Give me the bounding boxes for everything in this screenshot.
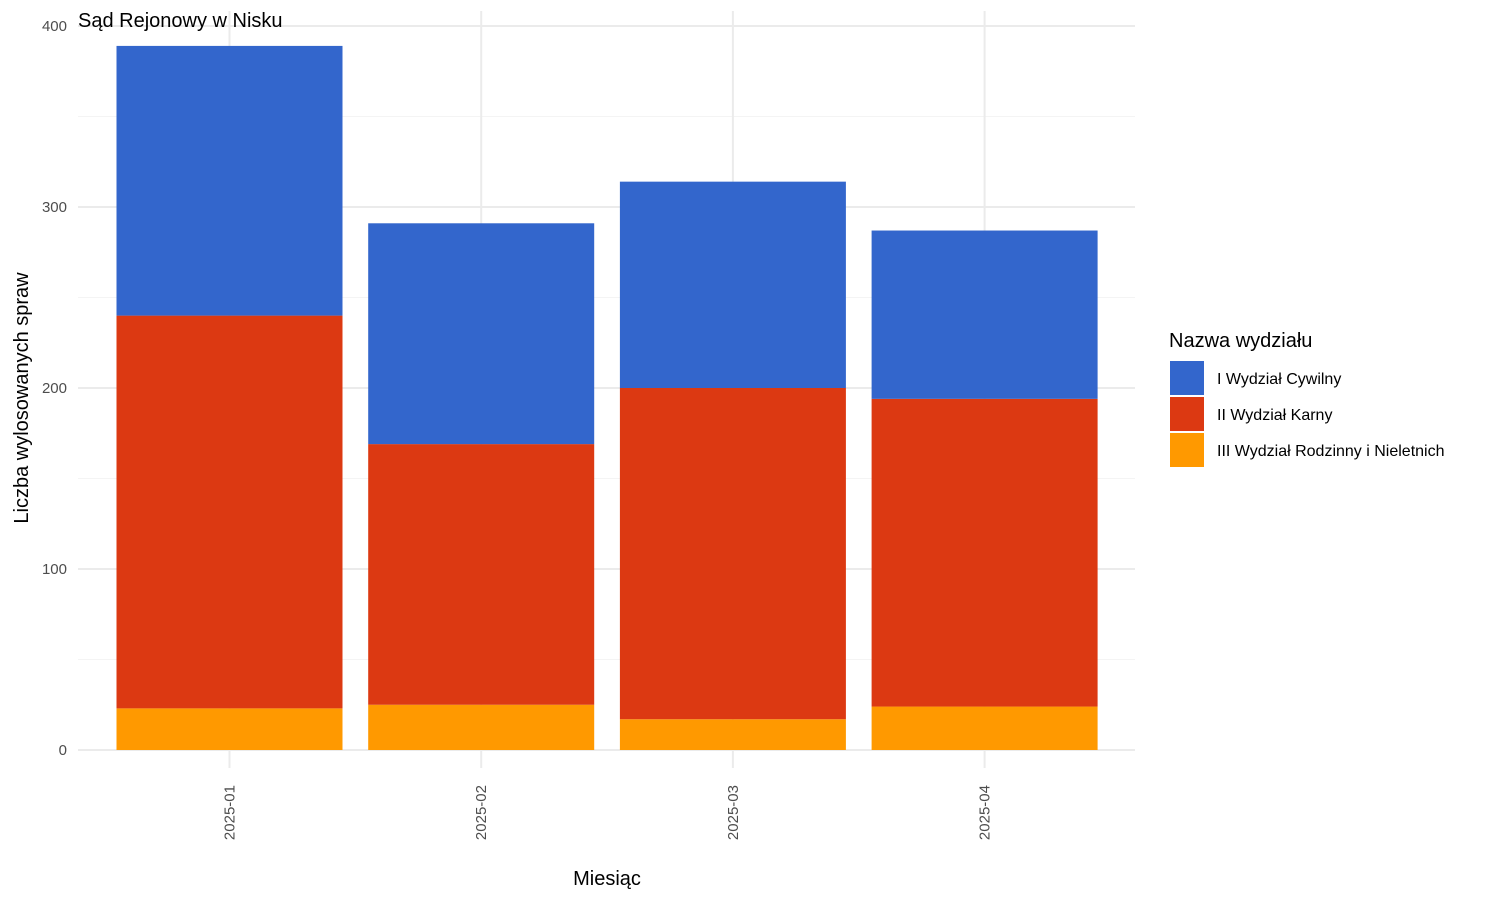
bar-segment <box>871 398 1098 707</box>
bar-segment <box>619 181 846 388</box>
legend-label: III Wydział Rodzinny i Nieletnich <box>1217 443 1445 460</box>
bar-segment <box>871 230 1098 399</box>
legend-key <box>1170 361 1204 395</box>
bar-segment <box>116 45 343 316</box>
y-tick-label: 300 <box>42 199 67 216</box>
legend-label: II Wydział Karny <box>1217 407 1332 424</box>
y-tick-label: 200 <box>42 380 67 397</box>
bar-segment <box>368 223 595 445</box>
bars-layer <box>116 45 1098 750</box>
x-tick-label: 2025-01 <box>222 785 239 840</box>
bar-segment <box>871 706 1098 750</box>
x-tick-label: 2025-02 <box>473 785 490 840</box>
y-tick-label: 0 <box>59 742 67 759</box>
legend: Nazwa wydziału I Wydział Cywilny II Wydzi… <box>1169 330 1445 467</box>
legend-title: Nazwa wydziału <box>1169 330 1312 352</box>
x-tick-label: 2025-03 <box>725 785 742 840</box>
legend-key <box>1170 397 1204 431</box>
legend-key <box>1170 433 1204 467</box>
x-axis-title: Miesiąc <box>573 868 641 890</box>
bar-segment <box>116 315 343 709</box>
y-axis-ticks: 0 100 200 300 400 <box>42 18 67 759</box>
x-tick-label: 2025-04 <box>977 785 994 840</box>
y-axis-title: Liczba wylosowanych spraw <box>11 272 33 524</box>
bar-segment <box>619 719 846 750</box>
bar-segment <box>368 444 595 705</box>
y-tick-label: 100 <box>42 561 67 578</box>
bar-segment <box>116 708 343 750</box>
bar-segment <box>368 704 595 750</box>
chart-title: Sąd Rejonowy w Nisku <box>78 10 283 32</box>
legend-items: I Wydział Cywilny II Wydział Karny III Wyd… <box>1170 361 1445 467</box>
y-tick-label: 400 <box>42 18 67 35</box>
bar-segment <box>619 388 846 720</box>
legend-label: I Wydział Cywilny <box>1217 371 1341 388</box>
x-axis-ticks: 2025-01 2025-02 2025-03 2025-04 <box>222 785 994 840</box>
